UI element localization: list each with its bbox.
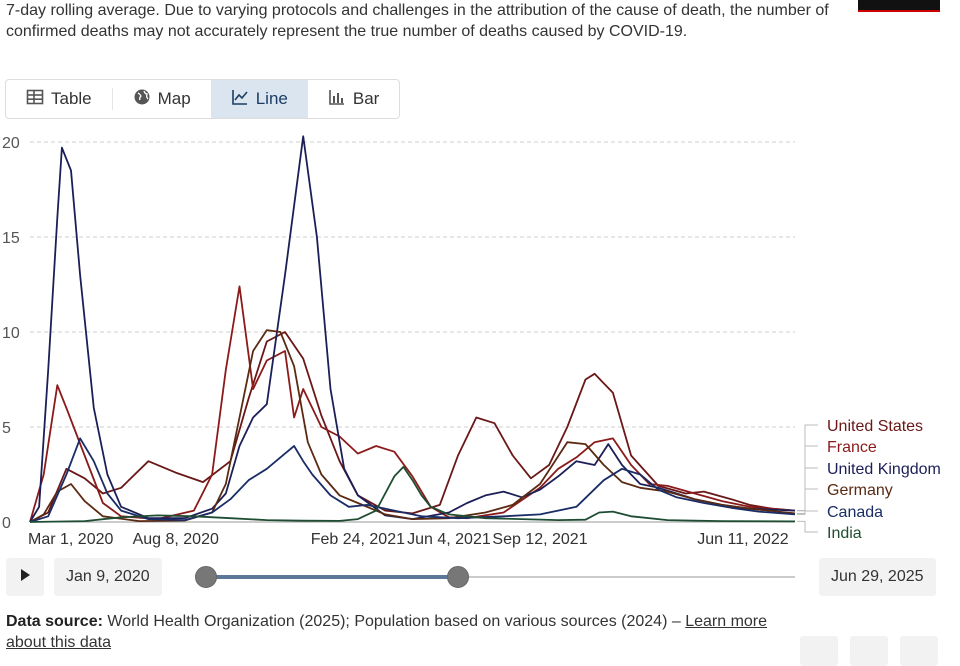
x-tick-label: Mar 1, 2020 [28, 531, 113, 548]
x-tick-label: Sep 12, 2021 [492, 531, 587, 548]
fullscreen-button[interactable] [900, 636, 938, 666]
y-tick-label: 20 [2, 135, 20, 152]
tab-map[interactable]: Map [113, 80, 211, 118]
start-date-button[interactable]: Jan 9, 2020 [54, 558, 162, 596]
chart-lines [29, 135, 796, 523]
series-line-united-kingdom[interactable] [29, 135, 796, 523]
x-tick-label: Jun 4, 2021 [407, 531, 491, 548]
legend-label[interactable]: Canada [827, 504, 883, 521]
timeline-track[interactable] [205, 576, 795, 578]
legend-label[interactable]: France [827, 439, 877, 456]
view-tabs: Table Map Line Bar [5, 79, 401, 119]
series-line-canada[interactable] [29, 437, 796, 523]
y-tick-label: 10 [2, 325, 20, 342]
tab-line[interactable]: Line [210, 80, 308, 118]
bar-chart-icon [328, 88, 346, 111]
series-line-france[interactable] [29, 285, 796, 523]
top-corner-block [858, 0, 940, 12]
tab-divider [111, 88, 113, 110]
globe-icon [133, 88, 151, 111]
y-gridlines: 0 5 10 15 20 [2, 135, 795, 532]
x-tick-label: Aug 8, 2020 [133, 531, 219, 548]
timeline-start-handle[interactable] [195, 566, 217, 588]
end-date-button[interactable]: Jun 29, 2025 [819, 558, 936, 596]
x-tick-label: Jun 11, 2022 [697, 531, 788, 548]
series-line-india[interactable] [29, 466, 796, 523]
learn-more-link[interactable]: Learn more about this data [6, 613, 768, 651]
tab-label: Bar [352, 89, 380, 108]
legend-label[interactable]: Germany [827, 482, 893, 499]
tab-label: Line [255, 89, 288, 108]
legend-connector [797, 488, 818, 514]
legend-connector [797, 510, 818, 515]
play-icon [18, 568, 32, 587]
line-chart-icon [231, 88, 249, 111]
line-chart: 0 5 10 15 20 Mar 1, 2020 Aug 8, 2020 Feb 24, 2… [2, 135, 941, 548]
play-button[interactable] [6, 558, 44, 596]
tab-label: Table [51, 89, 92, 108]
legend-connector [797, 445, 818, 512]
chart-subtitle: 7-day rolling average. Due to varying pr… [6, 2, 829, 40]
legend-label[interactable]: United Kingdom [827, 461, 941, 478]
x-axis: Mar 1, 2020 Aug 8, 2020 Feb 24, 2021 Jun 4,… [28, 531, 789, 548]
legend-connector [797, 520, 818, 533]
legend-label[interactable]: India [827, 525, 862, 542]
source-text: World Health Organization (2025); Popula… [107, 613, 681, 630]
share-button[interactable] [850, 636, 888, 666]
series-line-united-states[interactable] [29, 331, 796, 523]
y-tick-label: 0 [2, 515, 11, 532]
download-button[interactable] [800, 636, 838, 666]
legend-label[interactable]: United States [827, 418, 923, 435]
chart-legend: United States France United Kingdom Germany… [797, 418, 941, 542]
series-line-germany[interactable] [29, 329, 796, 523]
tab-bar[interactable]: Bar [308, 80, 399, 118]
timeline-end-handle[interactable] [446, 566, 469, 588]
x-tick-label: Feb 24, 2021 [311, 531, 405, 548]
timeline-range [205, 575, 457, 579]
table-icon [26, 88, 44, 111]
y-tick-label: 5 [2, 420, 11, 437]
tab-table[interactable]: Table [6, 80, 112, 118]
tab-label: Map [157, 89, 191, 108]
source-label: Data source: [6, 613, 103, 630]
data-source-note: Data source: World Health Organization (… [6, 611, 796, 653]
y-tick-label: 15 [2, 230, 20, 247]
